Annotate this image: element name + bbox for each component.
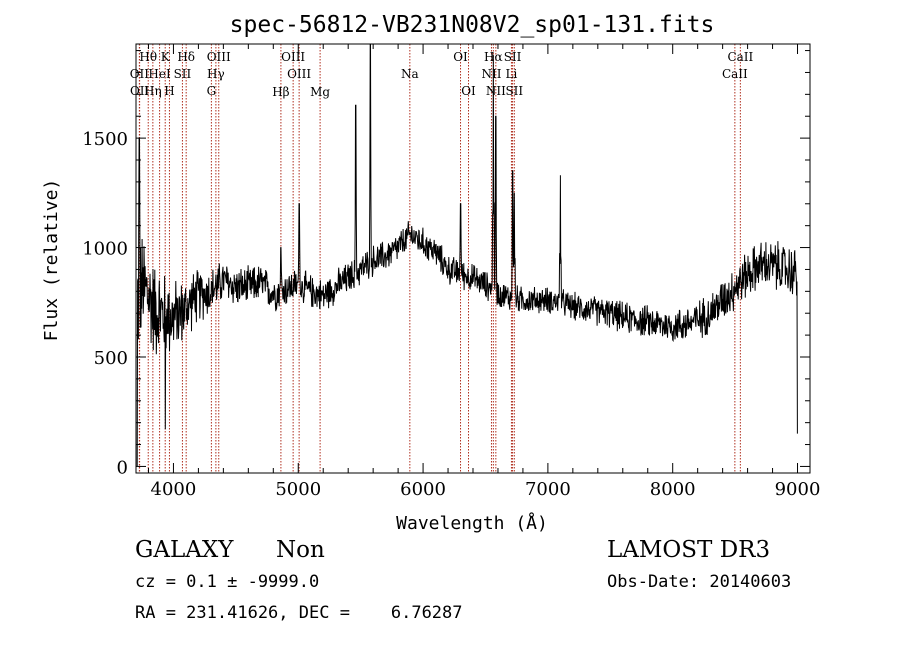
line-label-HeI: HeI <box>148 67 171 81</box>
y-tick-label-1500: 1500 <box>82 129 128 150</box>
x-tick-label-7000: 7000 <box>525 479 571 500</box>
y-axis: 0 500 1000 1500 <box>82 50 810 478</box>
spectrum-series <box>136 43 798 467</box>
y-tick-label-1000: 1000 <box>82 239 128 260</box>
observation-date: Obs-Date: 20140603 <box>607 572 792 592</box>
line-label-CaII: CaII <box>727 50 753 64</box>
object-subclass: Non <box>276 537 325 563</box>
line-label-Hγ: Hγ <box>207 67 225 81</box>
line-label-SII: SII <box>505 84 523 98</box>
line-label-CaII: CaII <box>722 67 748 81</box>
redshift-line: cz = 0.1 ± -9999.0 <box>135 572 320 592</box>
object-class: GALAXY <box>135 537 234 563</box>
line-label-OIII: OIII <box>207 50 231 64</box>
x-tick-label-6000: 6000 <box>400 479 446 500</box>
line-label-OIII: OIII <box>281 50 305 64</box>
line-label-OI: OI <box>453 50 468 64</box>
plot-frame <box>135 43 811 474</box>
x-axis: 4000 5000 6000 7000 8000 9000 <box>147 44 821 500</box>
line-label-OIII: OIII <box>287 67 311 81</box>
line-label-OI: OI <box>461 84 476 98</box>
survey-name: LAMOST DR3 <box>607 537 771 563</box>
x-tick-label-4000: 4000 <box>151 479 197 500</box>
coordinates-line: RA = 231.41626, DEC = 6.76287 <box>135 603 463 623</box>
line-label-H: H <box>164 84 174 98</box>
y-tick-label-0: 0 <box>117 457 128 478</box>
line-label-Hδ: Hδ <box>177 50 195 64</box>
x-tick-label-8000: 8000 <box>650 479 696 500</box>
line-label-OII: OII <box>130 67 150 81</box>
line-label-Hβ: Hβ <box>272 85 289 99</box>
line-label-NII: NII <box>481 67 501 81</box>
x-tick-label-9000: 9000 <box>775 479 821 500</box>
x-tick-label-5000: 5000 <box>275 479 321 500</box>
line-label-Na: Na <box>401 67 419 81</box>
line-label-K: K <box>161 50 171 64</box>
y-tick-label-500: 500 <box>94 348 128 369</box>
chart-title: spec-56812-VB231N08V2_sp01-131.fits <box>230 12 715 38</box>
line-label-NII: NII <box>486 84 506 98</box>
line-label-Mg: Mg <box>310 85 330 99</box>
line-label-Hη: Hη <box>144 84 162 98</box>
line-label-OII: OII <box>130 84 150 98</box>
line-label-SII: SII <box>504 50 522 64</box>
line-label-SII: SII <box>174 67 192 81</box>
line-label-G: G <box>207 84 217 98</box>
x-axis-label: Wavelength (Å) <box>396 512 548 534</box>
y-axis-label: Flux (relative) <box>41 179 62 342</box>
line-label-Li: Li <box>506 67 518 81</box>
line-label-Hθ: Hθ <box>139 50 157 64</box>
